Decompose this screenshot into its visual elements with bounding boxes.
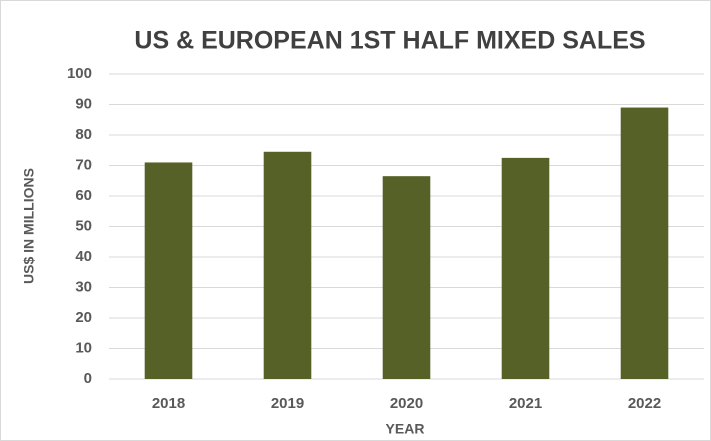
y-tick-label: 100: [67, 65, 92, 82]
y-tick-label: 40: [75, 248, 92, 265]
x-tick-label: 2022: [628, 395, 661, 412]
x-tick-label: 2019: [271, 395, 304, 412]
x-tick-label: 2020: [390, 395, 423, 412]
bar: [382, 176, 431, 379]
bar: [144, 162, 193, 379]
y-tick-label: 10: [75, 339, 92, 356]
x-tick-label: 2018: [152, 395, 185, 412]
bar: [263, 151, 312, 379]
y-tick-label: 0: [84, 370, 92, 387]
y-tick-label: 80: [75, 126, 92, 143]
y-tick-label: 20: [75, 309, 92, 326]
chart-title: US & EUROPEAN 1ST HALF MIXED SALES: [134, 27, 645, 55]
x-axis-title: YEAR: [386, 421, 425, 437]
y-tick-label: 90: [75, 95, 92, 112]
bar: [620, 107, 669, 380]
y-tick-label: 60: [75, 187, 92, 204]
x-tick-label: 2021: [509, 395, 542, 412]
y-axis-title: US$ IN MILLIONS: [21, 168, 37, 284]
y-tick-label: 70: [75, 156, 92, 173]
bar: [501, 157, 550, 379]
y-tick-label: 50: [75, 217, 92, 234]
y-tick-label: 30: [75, 278, 92, 295]
